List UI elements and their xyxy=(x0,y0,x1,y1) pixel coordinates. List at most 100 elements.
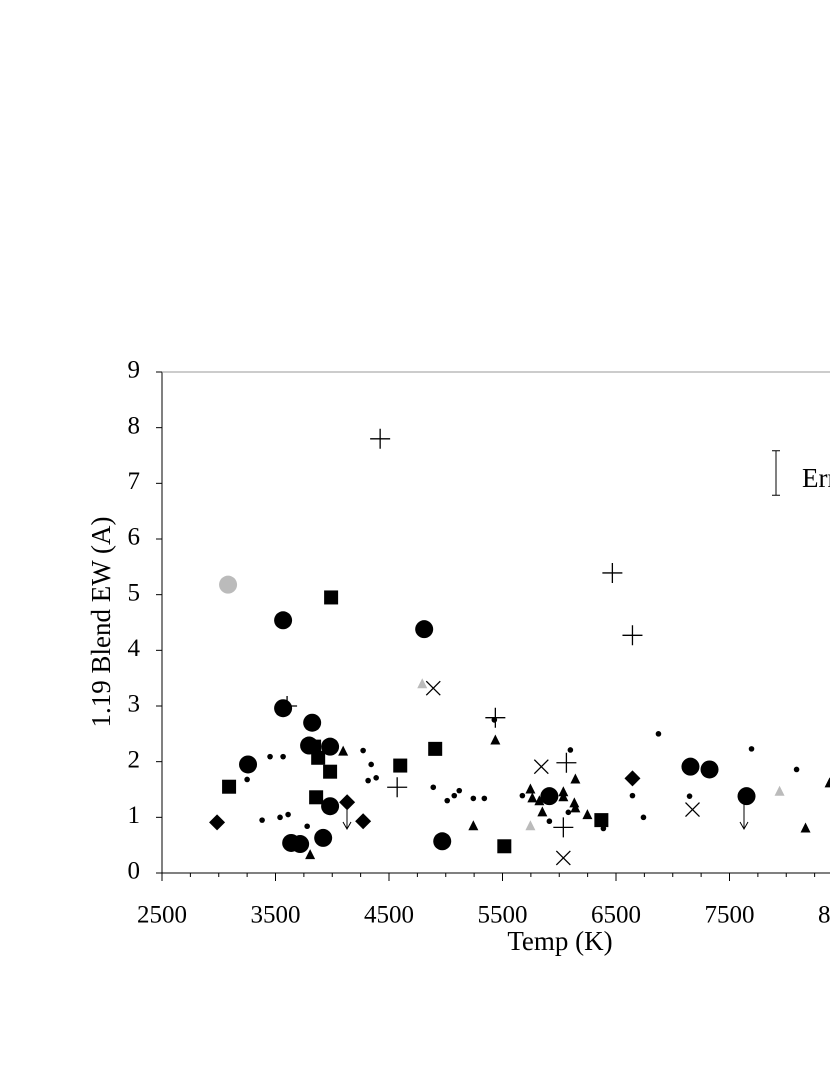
y-axis-title: 1.19 Blend EW (A) xyxy=(86,517,116,728)
point xyxy=(582,809,593,820)
point xyxy=(793,766,800,773)
point xyxy=(239,755,258,774)
point xyxy=(368,761,374,768)
y-tick-label: 1 xyxy=(128,802,141,829)
point xyxy=(209,814,226,831)
point xyxy=(365,777,371,784)
point xyxy=(700,760,719,779)
point xyxy=(497,839,512,854)
point xyxy=(373,775,379,781)
point xyxy=(533,759,549,775)
x-tick-label: 5500 xyxy=(478,902,528,929)
point xyxy=(387,777,408,798)
y-tick-label: 7 xyxy=(128,468,141,495)
point xyxy=(321,737,340,756)
point xyxy=(558,786,569,797)
point xyxy=(309,790,324,805)
point xyxy=(570,802,581,813)
y-tick-label: 4 xyxy=(128,635,141,662)
point xyxy=(555,850,571,866)
x-tick-label: 3500 xyxy=(251,902,301,929)
point xyxy=(737,787,756,806)
point xyxy=(774,785,785,796)
point xyxy=(277,814,283,821)
point xyxy=(525,783,536,794)
y-tick-label: 9 xyxy=(128,357,141,384)
point xyxy=(303,713,322,732)
point xyxy=(285,811,291,818)
point xyxy=(267,753,273,760)
point xyxy=(553,817,574,838)
x-axis-title: Temp (K) xyxy=(507,926,612,956)
point xyxy=(468,820,479,831)
point xyxy=(600,825,607,832)
y-tick-label: 0 xyxy=(128,858,141,885)
point xyxy=(370,428,391,449)
point xyxy=(277,696,298,716)
point xyxy=(304,823,310,830)
error-bar xyxy=(772,450,780,496)
point xyxy=(433,832,452,851)
point xyxy=(540,787,559,806)
point xyxy=(685,802,700,817)
point xyxy=(428,741,443,756)
point xyxy=(311,750,326,765)
point xyxy=(681,757,700,776)
point xyxy=(519,792,526,799)
x-tick-label: 2500 xyxy=(137,902,187,929)
point xyxy=(490,734,501,745)
y-tick-label: 3 xyxy=(128,691,141,718)
point xyxy=(824,777,830,788)
point xyxy=(360,747,366,754)
point xyxy=(594,813,609,828)
point xyxy=(629,792,636,799)
point xyxy=(451,792,458,799)
x-tick-label: 6500 xyxy=(591,902,641,929)
point xyxy=(339,794,356,811)
point xyxy=(430,784,437,791)
x-tick-label: 8500 xyxy=(818,902,830,929)
point xyxy=(481,795,488,802)
limit-arrow-head xyxy=(739,821,749,831)
y-tick-label: 5 xyxy=(128,579,141,606)
point xyxy=(565,809,572,816)
point xyxy=(556,752,577,773)
point xyxy=(222,779,237,794)
point xyxy=(534,795,545,806)
point xyxy=(307,739,322,754)
x-tick-label: 4500 xyxy=(364,902,414,929)
point xyxy=(567,747,574,753)
point xyxy=(274,611,293,630)
point xyxy=(305,849,316,860)
point xyxy=(800,822,811,833)
point xyxy=(537,806,548,817)
point xyxy=(527,792,538,803)
point xyxy=(274,699,293,718)
point xyxy=(259,817,265,823)
point xyxy=(570,773,581,784)
y-tick-label: 2 xyxy=(128,746,141,773)
y-tick-label: 6 xyxy=(128,524,141,551)
y-tick-label: 8 xyxy=(128,412,141,439)
point xyxy=(622,625,643,646)
point xyxy=(546,818,553,825)
point xyxy=(655,731,662,737)
point xyxy=(686,793,693,799)
x-tick-label: 7500 xyxy=(705,902,755,929)
point xyxy=(280,753,286,760)
point xyxy=(393,758,408,773)
point xyxy=(323,764,338,779)
point xyxy=(602,562,623,583)
point xyxy=(748,746,755,752)
point xyxy=(640,814,647,821)
error-bar-label: Error xyxy=(802,463,830,493)
point xyxy=(569,797,580,808)
point xyxy=(291,835,310,854)
point xyxy=(244,776,250,783)
point xyxy=(425,680,441,696)
point xyxy=(558,791,569,802)
point xyxy=(624,770,641,787)
point xyxy=(324,590,339,605)
